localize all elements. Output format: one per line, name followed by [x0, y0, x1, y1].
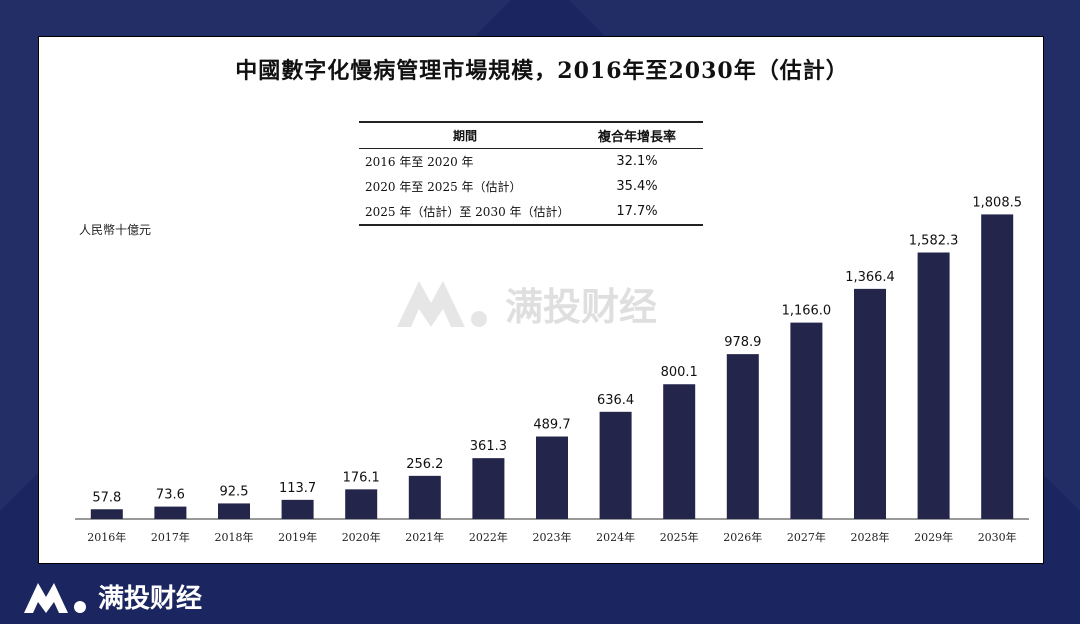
cagr-rate: 17.7%	[571, 199, 703, 226]
data-label: 113.7	[279, 481, 316, 496]
bar-2026年	[726, 354, 759, 519]
cagr-period: 2020 年至 2025 年（估計）	[365, 180, 522, 194]
watermark: 满投财经	[391, 273, 657, 333]
x-tick-label: 2026年	[723, 530, 762, 544]
x-tick-label: 2030年	[978, 530, 1017, 544]
bar-2022年	[472, 458, 505, 519]
bar-2020年	[345, 489, 378, 519]
cagr-table: 期間 複合年增長率 2016 年至 2020 年 32.1% 2020 年至 2…	[359, 121, 703, 226]
bar-2030年	[981, 214, 1014, 519]
x-tick-label: 2022年	[469, 530, 508, 544]
bar-2027年	[790, 322, 823, 519]
y-axis-unit-label: 人民幣十億元	[79, 223, 152, 237]
data-label: 361.3	[470, 439, 507, 454]
bar-2021年	[408, 475, 441, 519]
x-tick-label: 2020年	[342, 530, 381, 544]
x-tick-label: 2023年	[533, 530, 572, 544]
x-tick-label: 2019年	[278, 530, 317, 544]
bar-2029年	[917, 252, 950, 519]
data-label: 1,582.3	[909, 234, 959, 249]
data-label: 92.5	[220, 484, 249, 499]
data-label: 176.1	[343, 470, 380, 485]
watermark-logo-icon	[397, 281, 487, 327]
watermark-text: 满投财经	[505, 284, 658, 329]
data-label: 1,366.4	[845, 270, 895, 285]
data-label: 800.1	[661, 365, 698, 380]
x-tick-label: 2016年	[87, 530, 126, 544]
bar-2028年	[854, 288, 886, 519]
bar-chart: 57.8 2016年 73.6 2017年 92.5 2018年 113.7 2019年 176…	[75, 195, 1029, 544]
cagr-period: 2025 年（估計）至 2030 年（估計）	[359, 199, 571, 226]
chart-title: 中國數字化慢病管理市場規模，2016年至2030年（估計）	[235, 58, 849, 84]
bar-2019年	[281, 499, 314, 519]
data-label: 636.4	[597, 393, 634, 408]
x-tick-label: 2024年	[596, 530, 635, 544]
brand-logo-icon	[24, 582, 86, 613]
x-tick-label: 2027年	[787, 530, 826, 544]
x-tick-label: 2017年	[151, 530, 190, 544]
cagr-rate: 35.4%	[616, 179, 658, 194]
x-tick-label: 2018年	[215, 530, 254, 544]
data-label: 73.6	[156, 488, 185, 503]
cagr-header-rate: 複合年增長率	[571, 121, 703, 149]
data-label: 978.9	[724, 335, 761, 350]
bar-2017年	[154, 506, 187, 519]
x-tick-label: 2028年	[851, 530, 890, 544]
data-label: 256.2	[406, 457, 443, 472]
bar-2024年	[599, 411, 632, 519]
x-tick-label: 2029年	[914, 530, 953, 544]
footer-brand: 满投财经	[22, 578, 202, 615]
chart-panel: 中國數字化慢病管理市場規模，2016年至2030年（估計） 期間 複合年增長率 …	[38, 36, 1044, 564]
bar-2018年	[218, 503, 250, 519]
bar-2023年	[536, 436, 568, 519]
data-label: 1,166.0	[782, 304, 832, 319]
cagr-period: 2016 年至 2020 年	[365, 155, 474, 169]
data-label: 1,808.5	[972, 195, 1022, 210]
data-label: 489.7	[533, 418, 570, 433]
data-label: 57.8	[92, 490, 121, 505]
brand-name: 满投财经	[98, 584, 203, 614]
cagr-header-period: 期間	[359, 121, 571, 149]
bar-2025年	[663, 384, 696, 519]
cagr-rate: 32.1%	[616, 154, 658, 169]
x-tick-label: 2025年	[660, 530, 699, 544]
cagr-row: 2016 年至 2020 年 32.1%	[359, 149, 703, 175]
cagr-row: 2020 年至 2025 年（估計） 35.4%	[359, 174, 703, 199]
bar-2016年	[90, 509, 123, 519]
cagr-row: 2025 年（估計）至 2030 年（估計） 17.7%	[359, 199, 703, 226]
x-tick-label: 2021年	[405, 530, 444, 544]
